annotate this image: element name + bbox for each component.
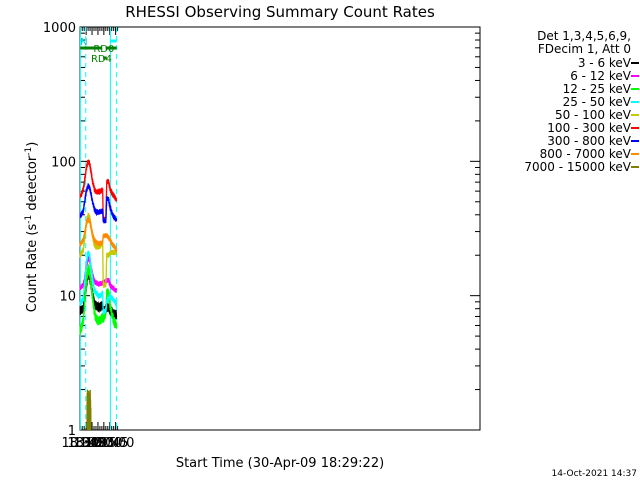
legend-entry: 800 - 7000 keV — [540, 147, 632, 161]
n-label: N — [80, 37, 87, 48]
chart-title: RHESSI Observing Summary Count Rates — [125, 3, 435, 21]
timestamp-footer: 14-Oct-2021 14:37 — [552, 469, 637, 479]
y-tick-label: 1000 — [43, 21, 76, 36]
svg-text:Count Rate (s-1 detector-1): Count Rate (s-1 detector-1) — [24, 142, 40, 313]
legend-entry: 6 - 12 keV — [570, 69, 632, 83]
y-axis-label: Count Rate (s-1 detector-1) — [24, 142, 40, 313]
legend-entry: 50 - 100 keV — [555, 108, 632, 122]
plot-area: 1 10 100 1000 18:3018:4519:0019:1519:3019:45… — [43, 21, 481, 451]
x-tick-label: 18:30 — [62, 436, 99, 451]
x-tick-label: 19:30 — [85, 436, 122, 451]
x-tick-label: 19:15 — [79, 436, 116, 451]
series-8 — [79, 217, 118, 252]
rd0-label: RD0 — [93, 44, 114, 55]
legend-entry: 300 - 800 keV — [547, 134, 631, 148]
x-tick-label: 19:00 — [73, 436, 110, 451]
plot-frame — [79, 26, 481, 431]
legend-header-line-1: Det 1,3,4,5,6,9, — [537, 29, 631, 43]
legend-entry: 25 - 50 keV — [563, 95, 632, 109]
series-line — [79, 159, 118, 222]
series-9 — [86, 389, 92, 430]
legend: Det 1,3,4,5,6,9, FDecim 1, Att 0 3 - 6 k… — [524, 29, 639, 174]
series-4 — [79, 250, 118, 315]
x-tick-label: 19:45 — [91, 436, 128, 451]
rd4-label: RD4 — [91, 54, 112, 65]
y-tick-label: 1 — [68, 424, 76, 439]
legend-entry: 7000 - 15000 keV — [524, 160, 631, 174]
series-7 — [79, 183, 118, 224]
y-tick-label: 100 — [51, 155, 76, 170]
x-tick-label: 18:45 — [67, 436, 104, 451]
series-3 — [79, 264, 118, 335]
series-line — [79, 264, 118, 335]
legend-entry: 3 - 6 keV — [578, 56, 632, 70]
x-tick-label: 20:00 — [97, 436, 134, 451]
series-line — [79, 217, 118, 252]
series-line — [79, 250, 118, 315]
x-axis-label: Start Time (30-Apr-09 18:29:22) — [176, 456, 384, 471]
y-tick-label: 10 — [59, 290, 76, 305]
legend-entry: 12 - 25 keV — [563, 82, 632, 96]
legend-entry: 100 - 300 keV — [547, 121, 631, 135]
series-6 — [79, 159, 118, 222]
series-line — [79, 183, 118, 224]
legend-header-line-2: FDecim 1, Att 0 — [538, 42, 631, 56]
